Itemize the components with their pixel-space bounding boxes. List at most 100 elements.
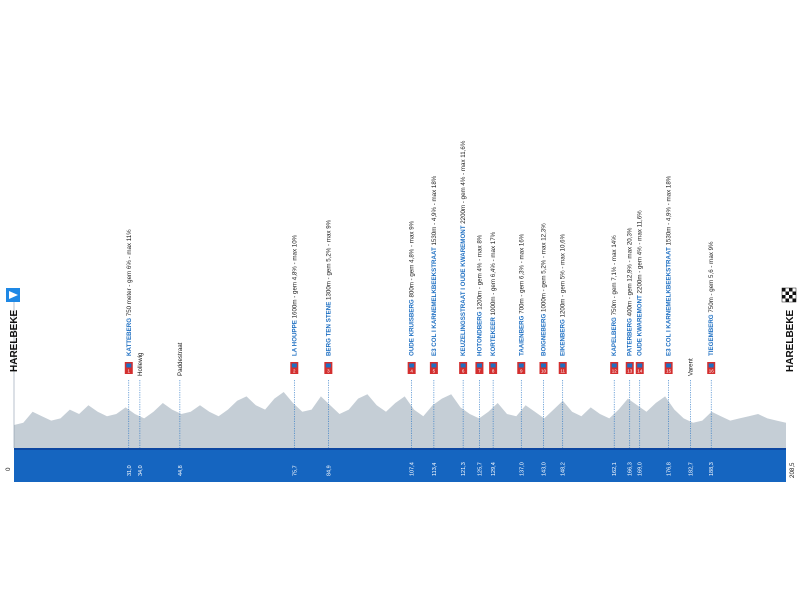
elevation-profile	[14, 392, 786, 448]
climb-km: 84,9	[326, 465, 332, 476]
climb-km: 125,7	[477, 462, 483, 476]
climb-number: 15	[666, 369, 672, 374]
climb-label: PATERBERG 400m - gem 12,9% - max 20,3%	[627, 227, 634, 356]
climb-label: OUDE KWAREMONT 2200m - gem 4% - max 11,6…	[637, 210, 644, 356]
climb-label: TIEGEMBERG 750m - gem 5,6 - max 9%	[708, 241, 715, 356]
climb-km: 107,4	[410, 462, 416, 476]
climb-name: E3 COL I KARNEMELKBEEKSTRAAT	[666, 246, 673, 356]
sector-km: 182,7	[688, 462, 694, 476]
climb-10: 10 BOIGNEBERG 1000m - gem 5,2% - max 12,3…	[539, 223, 548, 476]
climb-stats: 2200m - gem 4% - max 11,6%	[460, 140, 467, 224]
climb-number: 1	[128, 369, 131, 374]
climb-marker-icon: 6	[459, 362, 468, 374]
climb-stats: 750m - gem 5,6 - max 9%	[708, 241, 715, 313]
climb-name: OUDE KRUISBERG	[409, 298, 416, 356]
climb-label: BOIGNEBERG 1000m - gem 5,2% - max 12,3%	[540, 223, 547, 356]
climb-stats: 1200m - gem 5% - max 10,6%	[560, 233, 567, 317]
climb-2: 2 LA HOUPPE 1600m - gem 4,8% - max 10% 75,…	[290, 234, 299, 476]
climb-name: LA HOUPPE	[291, 318, 298, 356]
distance-band-top-line	[14, 448, 786, 450]
climb-number: 3	[327, 369, 330, 374]
climb-stats: 1600m - gem 4,8% - max 10%	[291, 234, 298, 318]
sector-km: 44,8	[178, 465, 184, 476]
climb-stats: 700m - gem 6,3% - max 16%	[518, 233, 525, 314]
climb-name: TIEGEMBERG	[708, 313, 715, 356]
sector-name: Paddestraat	[177, 342, 184, 376]
climb-13: 13 PATERBERG 400m - gem 12,9% - max 20,3%…	[625, 227, 634, 476]
climb-4: 4 OUDE KRUISBERG 800m - gem 4,8% - max 9%…	[407, 220, 416, 476]
climb-number: 2	[293, 369, 296, 374]
finish-flag-icon	[781, 287, 797, 303]
climb-marker-icon: 15	[664, 362, 673, 374]
climb-7: 7 HOTONDBERG 1200m - gem 4% - max 8% 125,7	[475, 234, 484, 476]
distance-band	[14, 448, 786, 482]
start-label: HARELBEKE	[9, 309, 20, 372]
sector-km: 34,0	[138, 465, 144, 476]
climb-number: 13	[627, 369, 633, 374]
climb-km: 169,0	[638, 462, 644, 476]
climb-label: E3 COL I KARNEMELKBEEKSTRAAT 1530m - 4,9…	[431, 175, 438, 356]
climb-marker-icon: 13	[625, 362, 634, 374]
climb-marker-icon: 8	[489, 362, 498, 374]
climb-label: EIKENBERG 1200m - gem 5% - max 10,6%	[560, 233, 567, 356]
climb-name: KATTEBERG	[126, 316, 133, 356]
climb-number: 10	[541, 369, 547, 374]
climb-stats: 2200m - gem 4% - max 11,6%	[637, 210, 644, 294]
climb-label: KEUZELINGSSTRAAT I OUDE KWAREMONT 2200m …	[460, 140, 467, 356]
climb-name: TAAIENBERG	[518, 314, 525, 356]
climb-name: BOIGNEBERG	[540, 312, 547, 356]
climb-16: 16 TIEGEMBERG 750m - gem 5,6 - max 9% 188,…	[707, 241, 716, 476]
climb-6: 6 KEUZELINGSSTRAAT I OUDE KWAREMONT 2200m…	[459, 140, 468, 476]
climb-name: OUDE KWAREMONT	[637, 293, 644, 356]
climb-stats: 1530m - 4,9% - max 18%	[666, 175, 673, 245]
climb-marker-icon: 9	[517, 362, 526, 374]
climb-km: 113,4	[432, 463, 438, 476]
climb-marker-icon: 12	[610, 362, 619, 374]
start-flag-icon	[6, 288, 20, 302]
climb-number: 16	[709, 369, 715, 374]
sectors-layer: Hollewig 34,0 Paddestraat 44,8 Varent 182,7	[137, 342, 695, 476]
climb-name: HOTONDBERG	[476, 310, 483, 356]
climb-km: 121,3	[461, 462, 467, 476]
sector-paddestraat: Paddestraat 44,8	[177, 342, 184, 476]
climb-stats: 750 meter - gem 6% - max 11%	[126, 229, 133, 316]
climb-number: 5	[433, 369, 436, 374]
climb-marker-icon: 14	[635, 362, 644, 374]
climb-name: KORTEKEER	[490, 315, 497, 356]
climb-5: 5 E3 COL I KARNEMELKBEEKSTRAAT 1530m - 4,…	[429, 175, 438, 476]
climb-stats: 750m - gem 7,1% - max 14%	[611, 235, 618, 316]
climb-3: 3 BERG TEN STENE 1300m - gem 5,2% - max 9…	[324, 219, 333, 476]
climb-marker-icon: 1	[124, 362, 133, 374]
climb-label: LA HOUPPE 1600m - gem 4,8% - max 10%	[291, 234, 298, 356]
climb-label: KORTEKEER 1000m - gem 6,4% - max 17%	[490, 231, 497, 356]
climbs-layer: 1 KATTEBERG 750 meter - gem 6% - max 11% 3…	[124, 140, 716, 476]
climb-name: KAPELBERG	[611, 315, 618, 356]
climb-label: HOTONDBERG 1200m - gem 4% - max 8%	[476, 234, 483, 356]
climb-number: 11	[560, 369, 565, 374]
start-km: 0	[5, 467, 12, 471]
climb-number: 14	[637, 369, 643, 374]
finish-km: 208,5	[789, 462, 796, 478]
sector-name: Hollewig	[137, 352, 144, 376]
climb-14: 14 OUDE KWAREMONT 2200m - gem 4% - max 11…	[635, 210, 644, 476]
climb-15: 15 E3 COL I KARNEMELKBEEKSTRAAT 1530m - 4…	[664, 175, 673, 476]
climb-km: 143,0	[541, 462, 547, 476]
climb-label: KAPELBERG 750m - gem 7,1% - max 14%	[611, 235, 618, 356]
climb-km: 162,1	[612, 462, 618, 476]
climb-km: 188,3	[709, 462, 715, 476]
climb-name: PATERBERG	[627, 316, 634, 356]
climb-marker-icon: 5	[429, 362, 438, 374]
climb-name: BERG TEN STENE	[325, 300, 332, 356]
climb-km: 137,0	[519, 462, 525, 476]
climb-km: 129,4	[491, 462, 497, 476]
climb-marker-icon: 2	[290, 362, 299, 374]
climb-stats: 1000m - gem 5,2% - max 12,3%	[540, 223, 547, 312]
climb-marker-icon: 16	[707, 362, 716, 374]
climb-marker-icon: 3	[324, 362, 333, 374]
climb-stats: 800m - gem 4,8% - max 9%	[409, 220, 416, 297]
climb-label: TAAIENBERG 700m - gem 6,3% - max 16%	[518, 233, 525, 356]
climb-label: E3 COL I KARNEMELKBEEKSTRAAT 1530m - 4,9…	[666, 175, 673, 356]
climb-number: 9	[520, 369, 523, 374]
sector-name: Varent	[687, 358, 694, 376]
climb-km: 75,7	[292, 465, 298, 476]
